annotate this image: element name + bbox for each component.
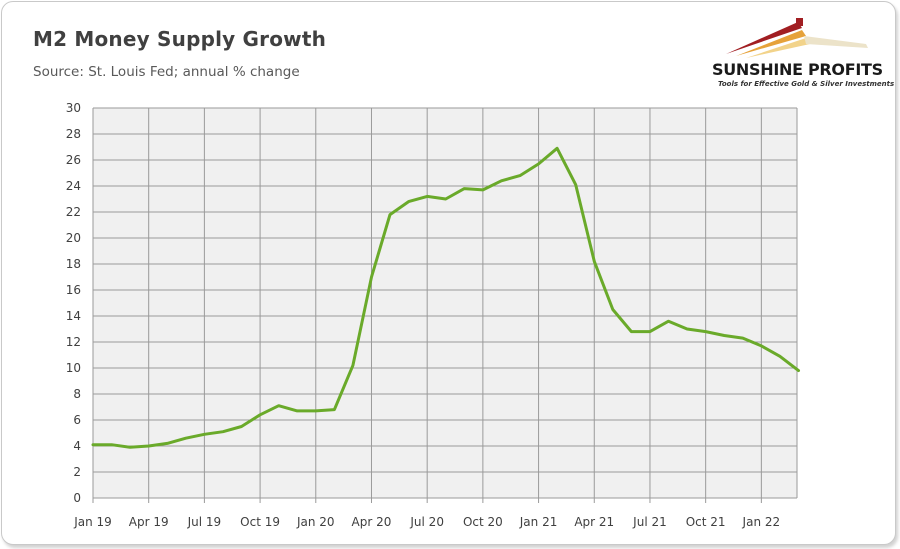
sunshine-profits-logo-graphic: [726, 18, 868, 58]
y-tick-label: 20: [66, 231, 81, 245]
logo-tagline: Tools for Effective Gold & Silver Invest…: [718, 80, 895, 88]
x-tick-label: Jul 21: [632, 515, 667, 529]
y-tick-label: 4: [73, 439, 81, 453]
plot-area: [93, 108, 797, 498]
x-tick-label: Jan 21: [519, 515, 558, 529]
y-tick-label: 30: [66, 101, 81, 115]
chart-title: M2 Money Supply Growth: [33, 27, 327, 51]
y-tick-label: 22: [66, 205, 81, 219]
y-tick-label: 28: [66, 127, 81, 141]
x-tick-label: Apr 19: [129, 515, 169, 529]
y-tick-label: 16: [66, 283, 81, 297]
y-tick-label: 8: [73, 387, 81, 401]
x-tick-label: Jan 19: [73, 515, 112, 529]
x-tick-label: Apr 20: [352, 515, 392, 529]
y-tick-label: 6: [73, 413, 81, 427]
x-tick-label: Oct 21: [686, 515, 726, 529]
x-tick-label: Apr 21: [574, 515, 614, 529]
x-tick-label: Jan 20: [296, 515, 335, 529]
y-tick-label: 18: [66, 257, 81, 271]
x-tick-label: Jan 22: [742, 515, 781, 529]
chart-subtitle: Source: St. Louis Fed; annual % change: [33, 64, 300, 80]
logo-name: SUNSHINE PROFITS: [712, 60, 883, 79]
series-line: [91, 146, 800, 449]
y-tick-label: 0: [73, 491, 81, 505]
y-tick-label: 10: [66, 361, 81, 375]
x-tick-label: Oct 20: [463, 515, 503, 529]
y-tick-label: 24: [66, 179, 81, 193]
y-tick-label: 12: [66, 335, 81, 349]
x-tick-label: Jul 20: [409, 515, 444, 529]
x-tick-label: Oct 19: [240, 515, 280, 529]
y-tick-label: 26: [66, 153, 81, 167]
y-tick-label: 2: [73, 465, 81, 479]
y-tick-label: 14: [66, 309, 81, 323]
x-tick-label: Jul 19: [187, 515, 222, 529]
